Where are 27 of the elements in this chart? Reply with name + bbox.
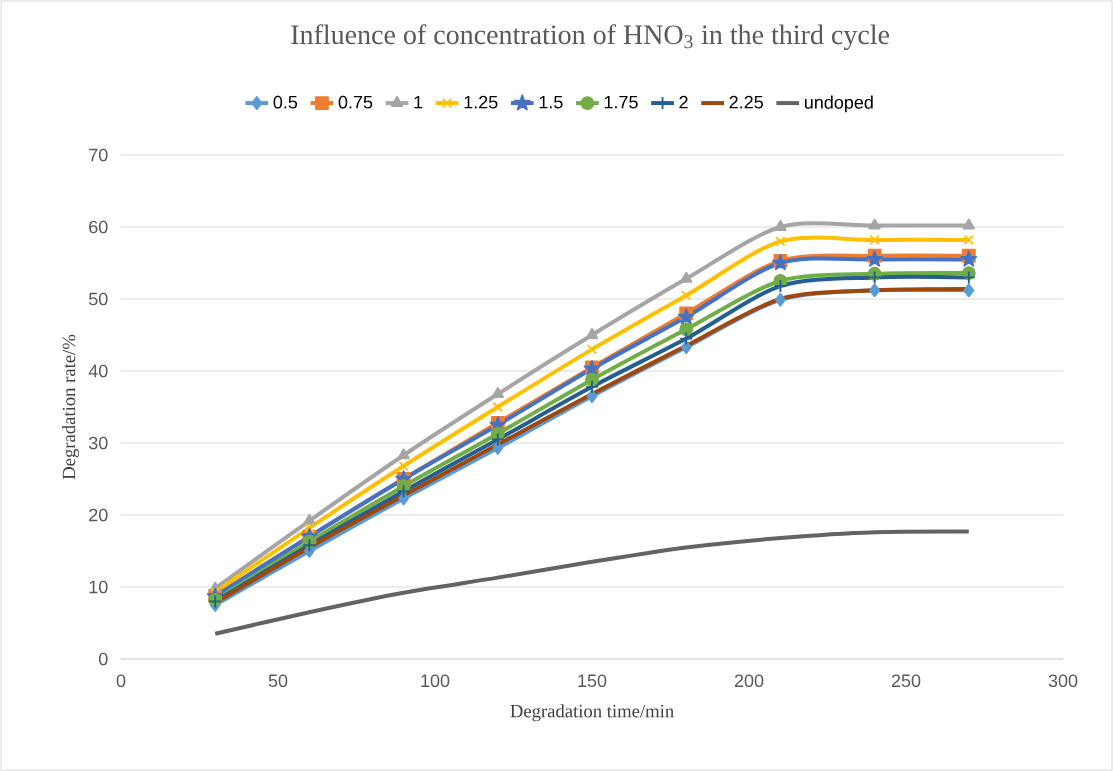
chart-title: Influence of concentration of HNO$_{3}$ in the third cycle <box>291 24 890 50</box>
x-tick-label: 250 <box>891 674 921 688</box>
y-tick-label: 70 <box>89 148 108 162</box>
x-tick-label: 100 <box>421 674 450 688</box>
legend-label: 1.5 <box>539 95 563 109</box>
y-tick-label: 60 <box>89 220 108 234</box>
x-tick-label: 300 <box>1048 674 1078 688</box>
legend-label: 1.25 <box>464 95 498 109</box>
y-tick-label: 30 <box>88 436 108 450</box>
y-tick-label: 0 <box>98 652 108 666</box>
y-tick-label: 20 <box>89 508 108 522</box>
x-tick-label: 200 <box>734 674 764 688</box>
legend-label: 1 <box>414 95 423 109</box>
legend-label: 2.25 <box>729 95 763 109</box>
x-tick-label: 0 <box>116 674 126 688</box>
y-tick-label: 10 <box>89 580 108 594</box>
y-tick-label: 40 <box>88 364 108 378</box>
x-axis-title: Degradation time/min <box>510 704 674 722</box>
legend-label: 0.5 <box>273 95 298 109</box>
y-tick-label: 50 <box>88 292 108 306</box>
legend-label: 2 <box>679 95 688 109</box>
legend-label: undoped <box>804 95 873 113</box>
legend-label: 0.75 <box>338 95 373 109</box>
y-axis-title: Degradation rate/% <box>62 334 80 480</box>
x-tick-label: 50 <box>268 674 288 688</box>
legend-label: 1.75 <box>604 95 638 109</box>
x-tick-label: 150 <box>578 674 607 688</box>
